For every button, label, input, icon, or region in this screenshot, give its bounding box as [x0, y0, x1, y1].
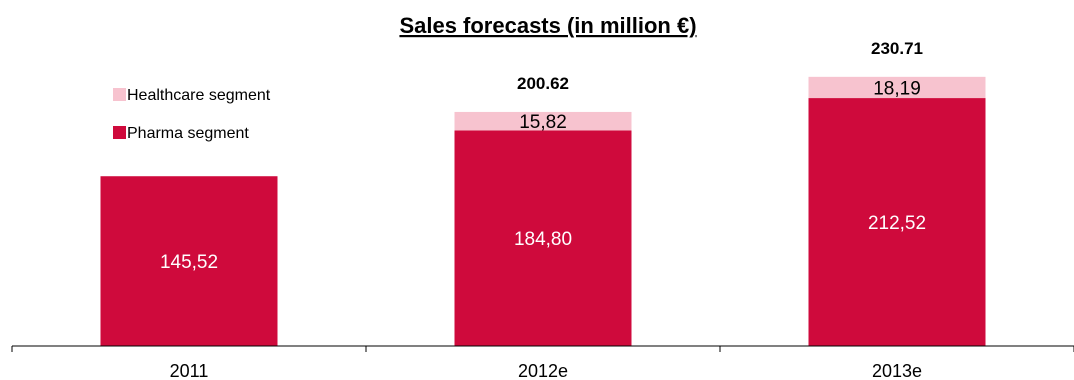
bars: 145,52 184,80 15,82 200.62 212,52 18,19 230.71 — [100, 39, 986, 346]
data-label-pharma-2012e: 184,80 — [514, 229, 572, 250]
legend-label-healthcare: Healthcare segment — [127, 87, 271, 104]
bar-healthcare-2012e — [454, 111, 632, 131]
data-label-pharma-2013e: 212,52 — [868, 213, 926, 234]
bar-healthcare-2013e — [808, 76, 986, 99]
x-axis: 2011 2012e 2013e — [11, 345, 1074, 380]
legend-label-pharma: Pharma segment — [127, 125, 249, 142]
legend-swatch-healthcare — [113, 88, 126, 101]
data-label-pharma-2011: 145,52 — [160, 252, 218, 273]
chart-title: Sales forecasts (in million €) — [399, 13, 696, 38]
bar-pharma-2013e — [808, 98, 986, 346]
legend: Healthcare segment Pharma segment — [113, 87, 271, 142]
legend-swatch-pharma — [113, 126, 126, 139]
x-tick-label-2012e: 2012e — [518, 361, 568, 380]
data-label-healthcare-2012e: 15,82 — [519, 112, 567, 133]
total-label-2012e: 200.62 — [517, 74, 569, 93]
x-tick-label-2011: 2011 — [170, 361, 209, 380]
bar-pharma-2012e — [454, 130, 632, 346]
total-label-2013e: 230.71 — [871, 39, 923, 58]
x-tick-label-2013e: 2013e — [872, 361, 922, 380]
data-label-healthcare-2013e: 18,19 — [873, 78, 921, 99]
bar-pharma-2011 — [100, 176, 278, 346]
